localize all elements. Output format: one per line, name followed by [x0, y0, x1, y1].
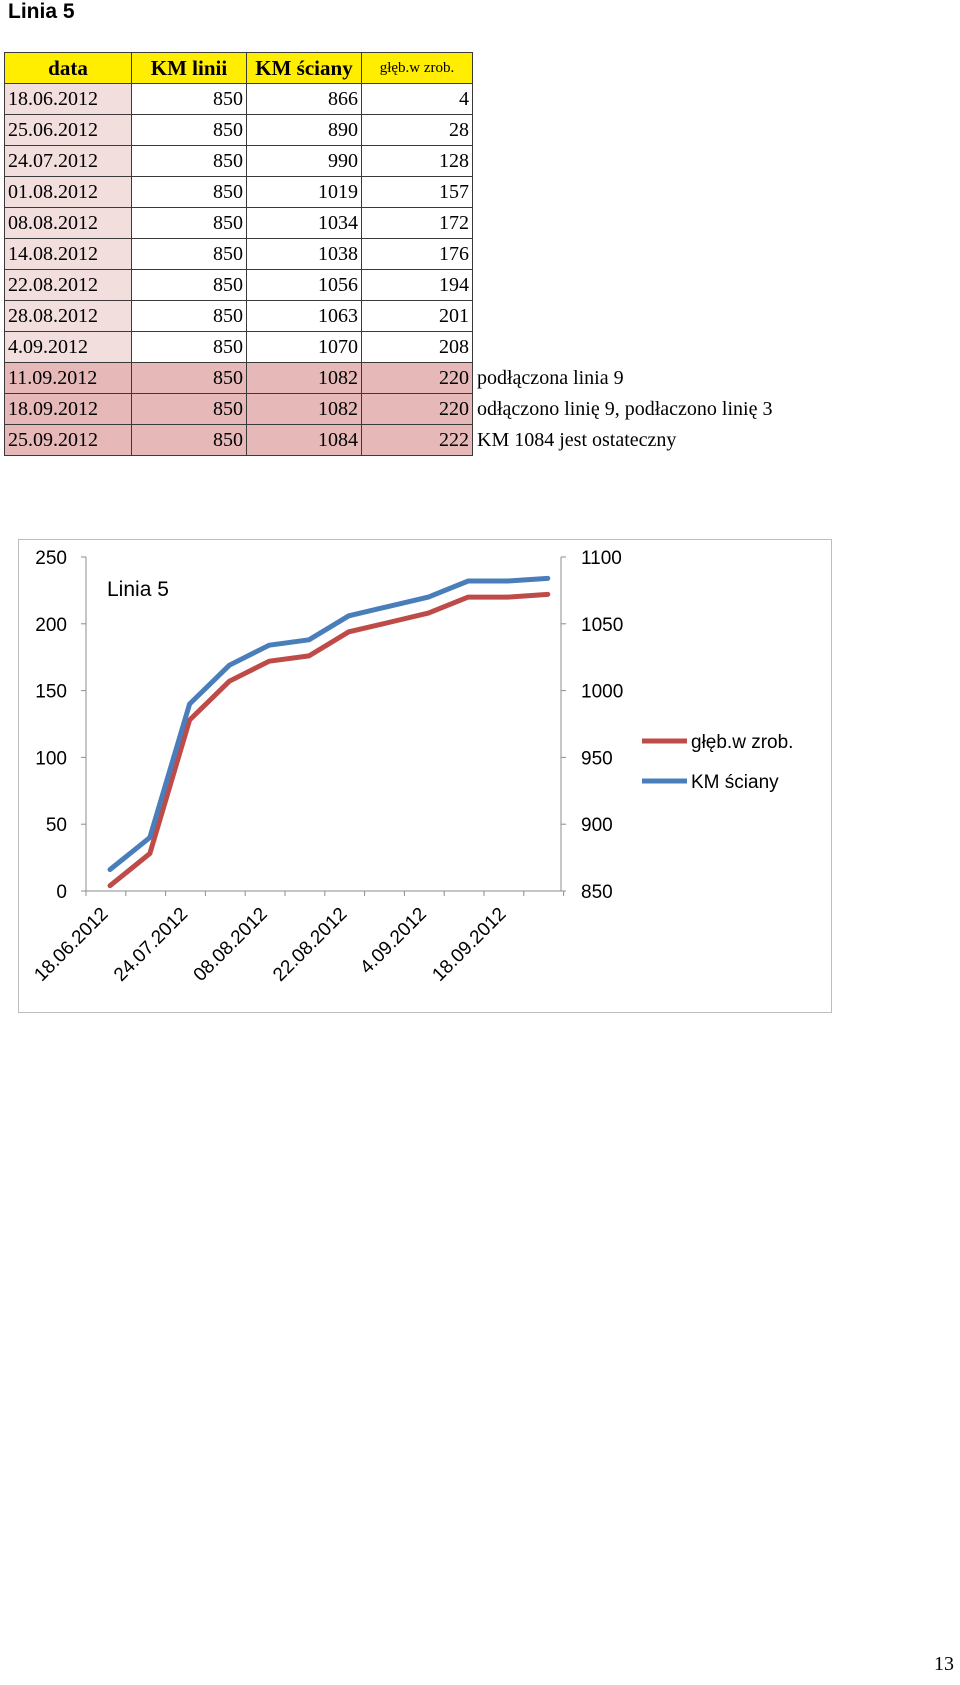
legend-label: głęb.w zrob. — [691, 732, 793, 753]
cell-km-linii: 850 — [131, 145, 247, 177]
cell-km-linii: 850 — [131, 393, 247, 425]
chart-title: Linia 5 — [107, 578, 169, 601]
row-note: podłączona linia 9 — [477, 366, 624, 389]
table-row: 4.09.2012 850 1070 208 — [4, 331, 776, 363]
table-header-row: data KM linii KM ściany głęb.w zrob. — [4, 52, 776, 84]
x-tick-label: 24.07.2012 — [110, 904, 192, 986]
cell-km-sciany: 1038 — [246, 238, 362, 270]
table-row: 14.08.2012 850 1038 176 — [4, 238, 776, 270]
cell-km-linii: 850 — [131, 207, 247, 239]
table-row: 18.06.2012 850 866 4 — [4, 83, 776, 115]
cell-km-sciany: 1082 — [246, 362, 362, 394]
cell-km-sciany: 890 — [246, 114, 362, 146]
table-row: 24.07.2012 850 990 128 — [4, 145, 776, 177]
y-left-tick-label: 150 — [35, 682, 67, 703]
cell-km-linii: 850 — [131, 362, 247, 394]
cell-km-sciany: 1056 — [246, 269, 362, 301]
y-right-tick-label: 950 — [581, 748, 613, 769]
y-right-tick-label: 1100 — [581, 548, 622, 569]
cell-km-sciany: 990 — [246, 145, 362, 177]
x-tick-label: 18.06.2012 — [30, 904, 112, 986]
cell-km-sciany: 1082 — [246, 393, 362, 425]
row-note: KM 1084 jest ostateczny — [477, 428, 677, 451]
cell-gleb: 176 — [361, 238, 473, 270]
x-tick-label: 08.08.2012 — [190, 904, 272, 986]
table-row: 01.08.2012 850 1019 157 — [4, 176, 776, 208]
legend-label: KM ściany — [691, 772, 779, 793]
cell-km-sciany: 1034 — [246, 207, 362, 239]
cell-km-sciany: 1084 — [246, 424, 362, 456]
chart-frame: 0 50 100 150 200 250 850 900 950 1000 1050 1100 18.0… — [18, 539, 832, 1013]
cell-gleb: 220 — [361, 393, 473, 425]
y-right-tick-label: 1050 — [581, 615, 623, 636]
table-body: 18.06.2012 850 866 4 25.06.2012 850 890 28 24.07… — [4, 83, 776, 456]
cell-km-sciany: 866 — [246, 83, 362, 115]
cell-data: 28.08.2012 — [4, 300, 132, 332]
cell-gleb: 128 — [361, 145, 473, 177]
page-title: Linia 5 — [8, 0, 75, 23]
cell-data: 14.08.2012 — [4, 238, 132, 270]
cell-gleb: 157 — [361, 176, 473, 208]
x-tick-label: 22.08.2012 — [269, 904, 351, 986]
table-row: 18.09.2012 850 1082 220 odłączono linię 9, p… — [4, 393, 776, 425]
y-left-tick-label: 50 — [46, 815, 67, 836]
cell-data: 01.08.2012 — [4, 176, 132, 208]
series-line-0 — [107, 591, 551, 889]
x-tick-label: 18.09.2012 — [428, 904, 510, 986]
column-header-data: data — [4, 52, 132, 84]
cell-km-linii: 850 — [131, 269, 247, 301]
cell-gleb: 220 — [361, 362, 473, 394]
cell-gleb: 194 — [361, 269, 473, 301]
table-row: 22.08.2012 850 1056 194 — [4, 269, 776, 301]
column-header-km-sciany: KM ściany — [246, 52, 362, 84]
cell-km-sciany: 1019 — [246, 176, 362, 208]
cell-km-linii: 850 — [131, 176, 247, 208]
cell-data: 22.08.2012 — [4, 269, 132, 301]
y-right-tick-label: 850 — [581, 882, 613, 903]
table-row: 11.09.2012 850 1082 220 podłączona linia 9 — [4, 362, 776, 394]
cell-km-linii: 850 — [131, 331, 247, 363]
series-line-1 — [107, 575, 551, 873]
cell-km-linii: 850 — [131, 300, 247, 332]
table-row: 25.09.2012 850 1084 222 KM 1084 jest ostatec… — [4, 424, 776, 456]
table-row: 08.08.2012 850 1034 172 — [4, 207, 776, 239]
cell-data: 18.06.2012 — [4, 83, 132, 115]
cell-data: 25.06.2012 — [4, 114, 132, 146]
page-number: 13 — [934, 1653, 954, 1675]
x-tick-label: 4.09.2012 — [356, 904, 431, 979]
cell-km-linii: 850 — [131, 83, 247, 115]
table-row: 25.06.2012 850 890 28 — [4, 114, 776, 146]
cell-data: 08.08.2012 — [4, 207, 132, 239]
cell-data: 18.09.2012 — [4, 393, 132, 425]
y-left-tick-label: 250 — [35, 548, 67, 569]
column-header-gleb: głęb.w zrob. — [361, 52, 473, 84]
row-note: odłączono linię 9, podłaczono linię 3 — [477, 397, 773, 420]
cell-data: 25.09.2012 — [4, 424, 132, 456]
cell-data: 4.09.2012 — [4, 331, 132, 363]
y-right-tick-label: 1000 — [581, 682, 623, 703]
cell-gleb: 222 — [361, 424, 473, 456]
cell-gleb: 172 — [361, 207, 473, 239]
data-table: data KM linii KM ściany głęb.w zrob. 18.… — [4, 52, 776, 456]
cell-km-sciany: 1063 — [246, 300, 362, 332]
cell-data: 24.07.2012 — [4, 145, 132, 177]
cell-km-linii: 850 — [131, 114, 247, 146]
table-row: 28.08.2012 850 1063 201 — [4, 300, 776, 332]
cell-km-sciany: 1070 — [246, 331, 362, 363]
y-left-tick-label: 0 — [56, 882, 67, 903]
cell-data: 11.09.2012 — [4, 362, 132, 394]
column-header-km-linii: KM linii — [131, 52, 247, 84]
cell-km-linii: 850 — [131, 424, 247, 456]
cell-gleb: 4 — [361, 83, 473, 115]
cell-gleb: 28 — [361, 114, 473, 146]
cell-gleb: 201 — [361, 300, 473, 332]
y-right-tick-label: 900 — [581, 815, 613, 836]
line-chart: 0 50 100 150 200 250 850 900 950 1000 1050 1100 18.0… — [30, 548, 793, 986]
cell-gleb: 208 — [361, 331, 473, 363]
y-left-tick-label: 100 — [35, 748, 67, 769]
y-left-tick-label: 200 — [35, 615, 67, 636]
cell-km-linii: 850 — [131, 238, 247, 270]
